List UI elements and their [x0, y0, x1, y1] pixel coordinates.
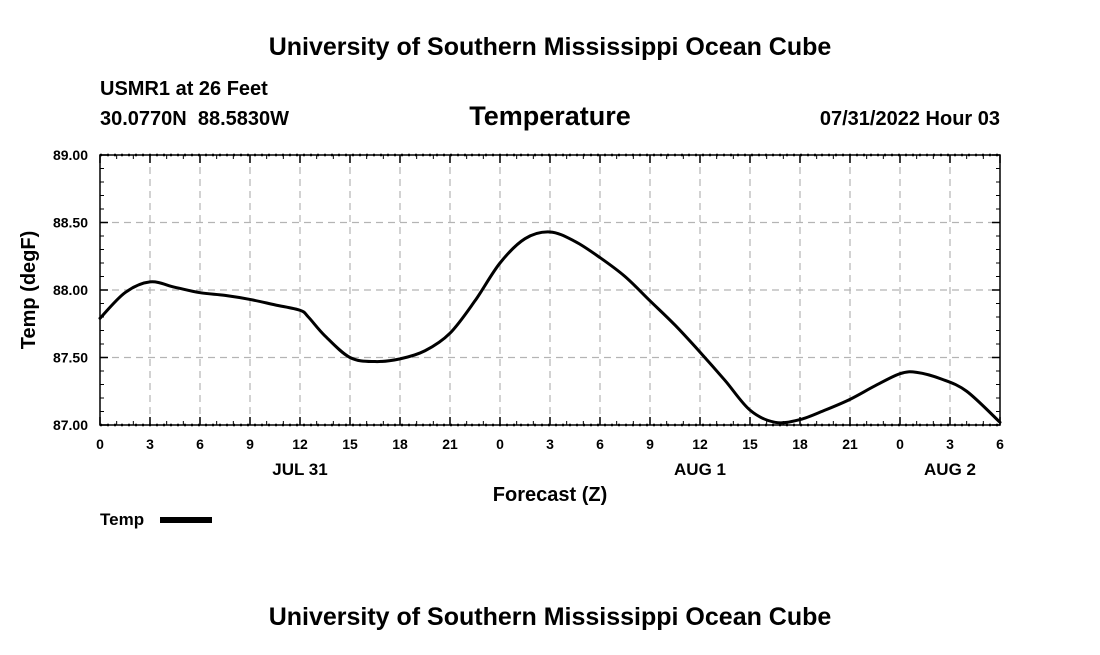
x-tick-label: 0 [96, 436, 104, 452]
y-axis-label: Temp (degF) [18, 231, 40, 350]
x-tick-label: 12 [692, 436, 708, 452]
x-tick-label: 18 [392, 436, 408, 452]
x-tick-label: 21 [842, 436, 858, 452]
x-tick-label: 6 [196, 436, 204, 452]
x-tick-label: 3 [946, 436, 954, 452]
coordinates-label: 30.0770N 88.5830W [100, 108, 289, 130]
day-label: AUG 1 [674, 460, 726, 479]
day-label: JUL 31 [272, 460, 327, 479]
x-tick-label: 15 [742, 436, 758, 452]
x-tick-label: 12 [292, 436, 308, 452]
day-labels: JUL 31 AUG 1 AUG 2 [272, 460, 976, 479]
x-axis-label: Forecast (Z) [493, 484, 607, 506]
x-tick-label: 0 [896, 436, 904, 452]
station-label: USMR1 at 26 Feet [100, 78, 268, 100]
x-tick-label: 15 [342, 436, 358, 452]
x-tick-label: 3 [546, 436, 554, 452]
x-tick-label: 3 [146, 436, 154, 452]
x-tick-label: 0 [496, 436, 504, 452]
y-tick-label: 88.50 [53, 215, 88, 231]
x-tick-label: 6 [596, 436, 604, 452]
page-title: University of Southern Mississippi Ocean… [269, 33, 832, 61]
legend-label-temp: Temp [100, 510, 144, 529]
y-tick-labels: 87.00 87.50 88.00 88.50 89.00 [53, 147, 88, 433]
x-tick-label: 21 [442, 436, 458, 452]
day-label: AUG 2 [924, 460, 976, 479]
y-tick-label: 87.50 [53, 350, 88, 366]
frame-dotted-border [100, 153, 1000, 427]
y-tick-label: 88.00 [53, 282, 88, 298]
x-tick-labels: 0 3 6 9 12 15 18 21 0 3 6 9 12 15 18 21 0 3 6 [96, 436, 1004, 452]
footer-title: University of Southern Mississippi Ocean… [269, 603, 832, 631]
x-tick-label: 9 [246, 436, 254, 452]
x-tick-label: 9 [646, 436, 654, 452]
grid-lines [100, 155, 1000, 425]
y-tick-label: 89.00 [53, 147, 88, 163]
x-tick-label: 18 [792, 436, 808, 452]
y-tick-label: 87.00 [53, 417, 88, 433]
legend: Temp [100, 510, 212, 529]
chart-title: Temperature [469, 101, 631, 131]
datetime-label: 07/31/2022 Hour 03 [820, 108, 1000, 130]
series-line-temp [98, 230, 1002, 425]
x-tick-label: 6 [996, 436, 1004, 452]
